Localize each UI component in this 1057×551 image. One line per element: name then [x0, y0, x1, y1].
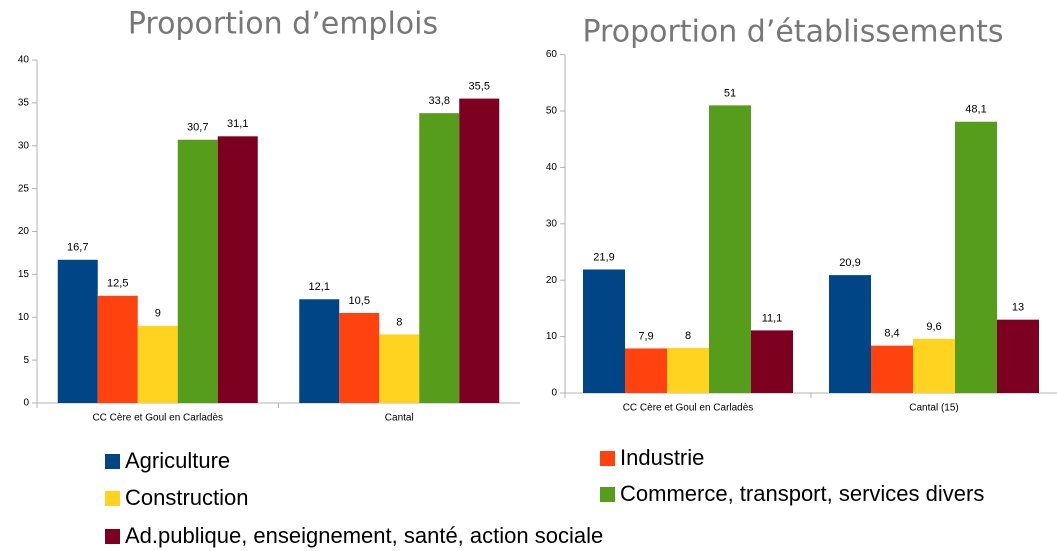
value-label: 21,9: [593, 251, 614, 263]
y-tick-label: 0: [23, 398, 29, 409]
y-tick-label: 30: [18, 140, 30, 151]
bar: [339, 312, 380, 403]
value-label: 33,8: [429, 95, 450, 107]
value-label: 7,9: [638, 330, 653, 342]
legend-swatch: [105, 529, 120, 544]
value-label: 8: [396, 316, 402, 328]
y-tick-label: 10: [18, 312, 30, 323]
bar: [379, 334, 420, 403]
value-label: 12,1: [309, 281, 330, 293]
x-tick-label: CC Cère et Goul en Carladès: [92, 413, 223, 424]
legend-label: Construction: [125, 485, 249, 510]
bar: [97, 295, 138, 403]
legend-swatch: [600, 451, 615, 466]
legend-label: Commerce, transport, services divers: [620, 481, 984, 506]
y-tick-label: 60: [546, 49, 558, 60]
y-tick-label: 35: [18, 98, 30, 109]
legend-swatch: [105, 454, 120, 469]
bar: [583, 269, 625, 393]
value-label: 16,7: [67, 242, 88, 254]
bar: [913, 338, 955, 393]
y-tick-label: 40: [18, 55, 30, 66]
bar: [829, 275, 871, 393]
bar: [137, 325, 178, 403]
value-label: 9: [155, 308, 161, 320]
y-tick-label: 5: [23, 355, 29, 366]
bar: [751, 330, 793, 393]
value-label: 20,9: [839, 257, 860, 269]
y-tick-label: 0: [551, 388, 557, 399]
value-label: 9,6: [926, 321, 941, 333]
y-tick-label: 40: [546, 162, 558, 173]
y-tick-label: 50: [546, 106, 558, 117]
y-tick-label: 10: [546, 331, 558, 342]
bar: [955, 121, 997, 393]
chart-title: Proportion d’emplois: [128, 7, 438, 42]
y-tick-label: 20: [546, 275, 558, 286]
value-label: 12,5: [107, 278, 128, 290]
x-tick-label: Cantal: [385, 413, 414, 424]
x-tick-label: CC Cère et Goul en Carladès: [623, 403, 754, 414]
bar: [871, 345, 913, 393]
value-label: 30,7: [187, 122, 208, 134]
legend-label: Industrie: [620, 445, 704, 470]
legend-label: Ad.publique, enseignement, santé, action…: [125, 523, 603, 548]
bar: [625, 348, 667, 393]
value-label: 8: [685, 330, 691, 342]
y-tick-label: 30: [546, 218, 558, 229]
bar: [709, 105, 751, 394]
value-label: 35,5: [469, 80, 490, 92]
bar: [667, 347, 709, 393]
legend-swatch: [105, 491, 120, 506]
bar: [459, 98, 500, 404]
value-label: 13: [1012, 302, 1024, 314]
value-label: 31,1: [227, 118, 248, 130]
y-tick-label: 25: [18, 183, 30, 194]
bar: [419, 113, 460, 403]
legend-label: Agriculture: [125, 448, 230, 473]
y-tick-label: 15: [18, 269, 30, 280]
x-tick-label: Cantal (15): [909, 403, 958, 414]
value-label: 51: [724, 87, 736, 99]
bar: [217, 136, 258, 403]
bar: [177, 139, 218, 403]
bar: [57, 259, 98, 403]
value-label: 8,4: [884, 328, 899, 340]
bar: [997, 319, 1039, 393]
bar: [299, 299, 340, 403]
chart-title: Proportion d’établissements: [582, 15, 1003, 50]
value-label: 48,1: [965, 104, 986, 116]
value-label: 11,1: [762, 312, 783, 324]
y-tick-label: 20: [18, 226, 30, 237]
value-label: 10,5: [349, 295, 370, 307]
legend-swatch: [600, 487, 615, 502]
